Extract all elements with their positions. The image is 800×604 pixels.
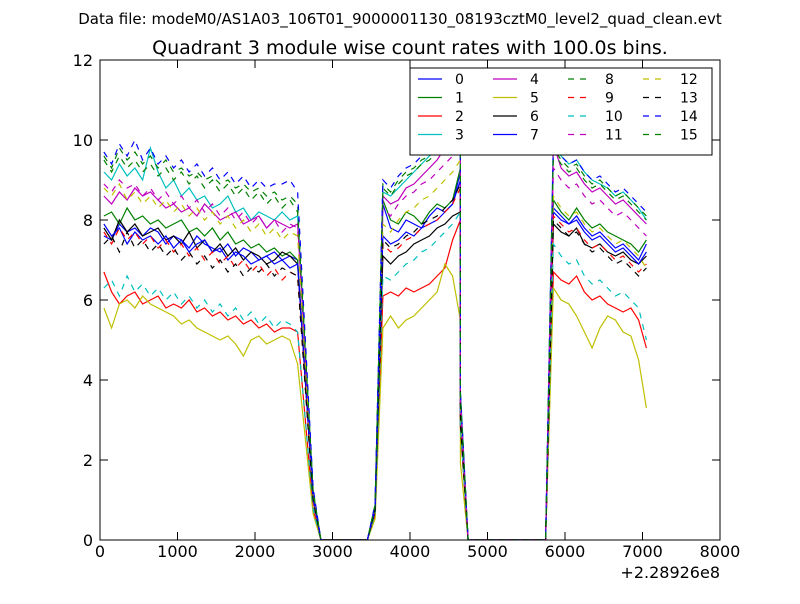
- legend-label-7: 7: [530, 128, 539, 144]
- legend-label-1: 1: [455, 91, 464, 107]
- y-tick-label: 12: [73, 51, 93, 70]
- series-line-8: [103, 122, 647, 540]
- x-tick-label: 8000: [700, 542, 741, 561]
- y-tick-label: 6: [83, 291, 93, 310]
- y-tick-label: 0: [83, 531, 93, 550]
- y-tick-label: 2: [83, 451, 93, 470]
- x-tick-label: 0: [95, 542, 105, 561]
- x-offset-label: +2.28926e8: [620, 563, 720, 582]
- legend-label-6: 6: [530, 109, 539, 125]
- series-line-3: [103, 111, 647, 540]
- legend-label-14: 14: [680, 109, 698, 125]
- legend-label-10: 10: [605, 109, 623, 125]
- x-tick-label: 6000: [545, 542, 586, 561]
- legend-label-8: 8: [605, 72, 614, 88]
- chart-title: Quadrant 3 module wise count rates with …: [152, 37, 668, 59]
- legend-box: [409, 67, 713, 156]
- series-line-14: [103, 118, 647, 540]
- legend-label-11: 11: [605, 128, 623, 144]
- legend-label-3: 3: [455, 128, 464, 144]
- x-tick-label: 7000: [622, 542, 663, 561]
- x-tick-label: 2000: [235, 542, 276, 561]
- series-line-0: [103, 171, 647, 540]
- y-tick-label: 8: [83, 211, 93, 230]
- series-lines: [103, 111, 647, 540]
- series-line-6: [103, 211, 647, 540]
- chart-suptitle: Data file: modeM0/AS1A03_106T01_90000011…: [78, 10, 722, 29]
- series-line-5: [103, 262, 647, 540]
- series-line-9: [103, 187, 647, 540]
- legend-label-15: 15: [680, 128, 698, 144]
- x-tick-label: 5000: [467, 542, 508, 561]
- plot-area: 0 1000 2000 3000 4000 5000 6000 7000 80000246810…: [73, 51, 741, 561]
- legend-label-5: 5: [530, 91, 539, 107]
- legend-label-4: 4: [530, 72, 539, 88]
- x-tick-label: 4000: [390, 542, 431, 561]
- series-line-7: [103, 179, 647, 540]
- series-line-1: [103, 167, 647, 540]
- series-line-4: [103, 125, 647, 540]
- legend-label-13: 13: [680, 91, 698, 107]
- y-tick-label: 10: [73, 131, 93, 150]
- legend-label-2: 2: [455, 109, 464, 125]
- x-tick-label: 1000: [157, 542, 198, 561]
- series-line-2: [103, 219, 647, 540]
- legend-label-0: 0: [455, 72, 464, 88]
- x-tick-label: 3000: [312, 542, 353, 561]
- legend-label-9: 9: [605, 91, 614, 107]
- legend-label-12: 12: [680, 72, 698, 88]
- y-tick-label: 4: [83, 371, 93, 390]
